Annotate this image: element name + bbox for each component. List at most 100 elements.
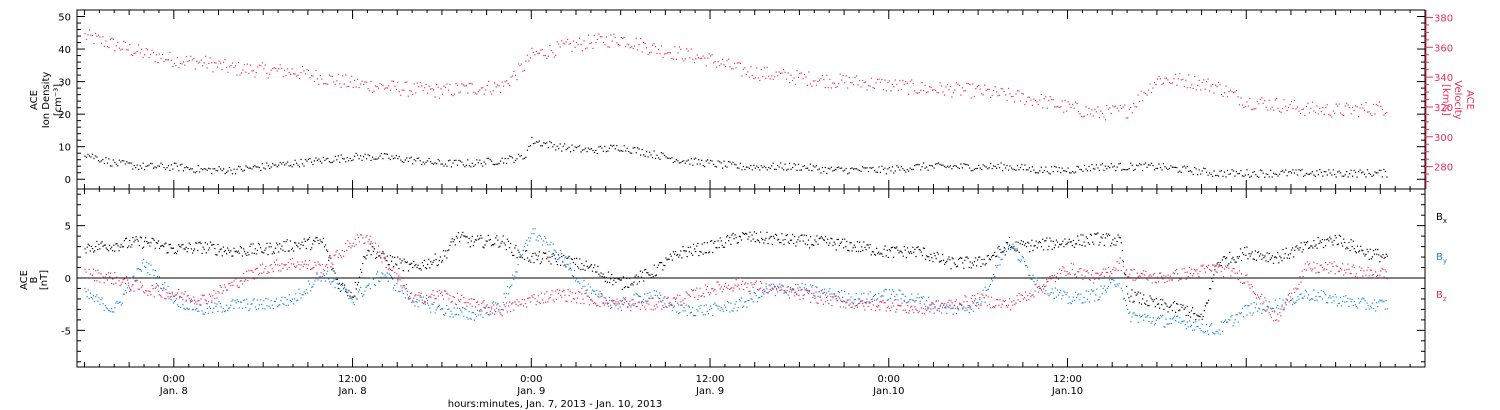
data-point <box>294 159 296 161</box>
data-point <box>859 241 861 243</box>
data-point <box>330 75 332 77</box>
data-point <box>1081 302 1083 304</box>
data-point <box>403 284 405 286</box>
data-point <box>1070 172 1072 174</box>
data-point <box>187 247 189 250</box>
data-point <box>357 154 359 156</box>
data-point <box>431 293 433 295</box>
data-point <box>219 249 221 251</box>
data-point <box>1236 314 1238 316</box>
data-point <box>499 245 501 247</box>
data-point <box>856 75 858 77</box>
data-point <box>1347 104 1349 106</box>
data-point <box>1179 317 1181 319</box>
data-point <box>669 158 671 160</box>
data-point <box>583 279 585 282</box>
data-point <box>1216 174 1218 176</box>
data-point <box>595 41 597 43</box>
data-point <box>306 292 308 294</box>
data-point <box>937 307 939 310</box>
data-point <box>134 280 136 282</box>
data-point <box>578 281 580 283</box>
data-point <box>1070 241 1072 243</box>
data-point <box>911 168 913 171</box>
data-point <box>1101 112 1103 114</box>
data-point <box>843 300 845 302</box>
data-point <box>623 145 625 147</box>
data-point <box>1316 105 1318 107</box>
data-point <box>315 278 317 280</box>
data-point <box>231 62 234 64</box>
data-point <box>1037 103 1039 105</box>
data-point <box>1237 96 1239 98</box>
data-point <box>563 265 565 267</box>
data-point <box>1280 111 1282 113</box>
data-point <box>1295 301 1297 303</box>
data-point <box>182 299 184 301</box>
data-point <box>387 264 389 266</box>
data-point <box>595 293 597 295</box>
data-point <box>651 44 654 46</box>
data-point <box>1083 297 1085 299</box>
data-point <box>172 295 174 297</box>
data-point <box>722 58 724 60</box>
data-point <box>716 305 718 307</box>
data-point <box>1279 173 1281 175</box>
data-point <box>163 287 165 289</box>
data-point <box>324 159 326 162</box>
data-point <box>373 248 375 250</box>
data-point <box>87 34 89 36</box>
data-point <box>120 244 122 246</box>
data-point <box>779 283 781 285</box>
data-point <box>923 90 925 92</box>
data-point <box>431 303 433 305</box>
data-point <box>473 241 475 243</box>
data-point <box>1371 256 1373 258</box>
data-point <box>310 269 312 271</box>
data-point <box>1320 111 1322 113</box>
data-point <box>646 300 648 302</box>
data-point <box>85 291 87 293</box>
data-point <box>1185 79 1187 81</box>
data-point <box>1092 290 1094 292</box>
data-point <box>361 234 363 236</box>
data-point <box>778 166 780 168</box>
data-point <box>211 300 213 302</box>
data-point <box>297 299 299 301</box>
data-point <box>679 254 681 256</box>
data-point <box>947 306 949 308</box>
data-point <box>1290 172 1293 174</box>
data-point <box>181 163 183 165</box>
data-point <box>1317 237 1319 239</box>
data-point <box>1222 175 1224 177</box>
data-point <box>517 305 519 307</box>
data-point <box>1340 242 1343 244</box>
data-point <box>1150 322 1152 324</box>
data-point <box>1161 169 1163 171</box>
data-point <box>574 280 577 282</box>
data-point <box>382 252 384 254</box>
data-point <box>248 310 250 312</box>
data-point <box>429 307 431 309</box>
data-point <box>1238 312 1240 314</box>
data-point <box>1329 236 1331 238</box>
data-point <box>214 168 216 170</box>
data-point <box>206 243 208 245</box>
data-point <box>652 276 654 278</box>
data-point <box>889 297 891 299</box>
data-point <box>790 168 792 170</box>
data-point <box>587 295 589 297</box>
data-point <box>507 158 509 160</box>
data-point <box>516 79 518 81</box>
data-point <box>439 292 441 294</box>
data-point <box>233 168 235 170</box>
data-point <box>369 288 371 290</box>
data-point <box>1113 106 1115 108</box>
data-point <box>467 302 469 304</box>
data-point <box>1135 314 1137 316</box>
data-point <box>738 167 740 169</box>
data-point <box>278 68 280 70</box>
data-point <box>681 160 683 162</box>
data-point <box>1327 302 1329 304</box>
